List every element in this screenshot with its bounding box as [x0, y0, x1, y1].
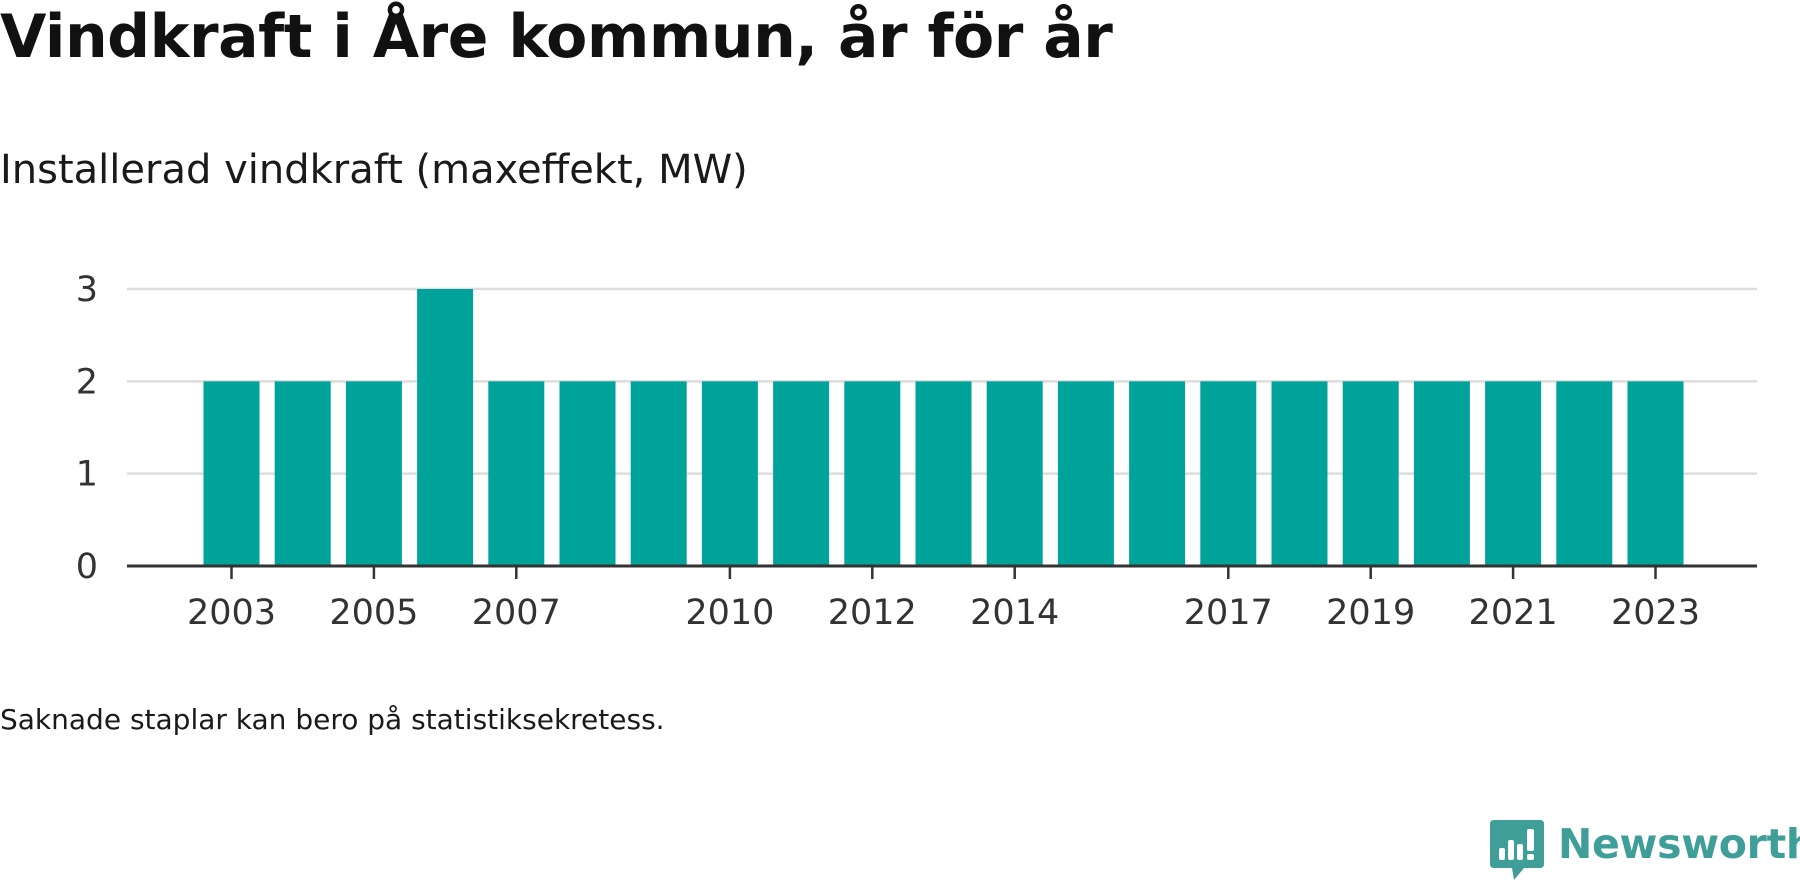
bar-2020: [1413, 381, 1470, 566]
x-tick-label: 2010: [685, 593, 774, 633]
brand-name: Newsworthy: [1558, 820, 1800, 868]
y-axis-ticks: 0 1 2 3: [76, 270, 98, 587]
chart-subtitle: Installerad vindkraft (maxeffekt, MW): [0, 147, 748, 193]
bar-2023: [1627, 381, 1684, 566]
bar-2016: [1129, 381, 1186, 566]
y-tick-label: 1: [76, 455, 98, 495]
x-tick-label: 2014: [970, 593, 1059, 633]
bar-chart: 0 1 2 3 2003 2005 2007 2010 2012 2014 2017 2019 202…: [76, 270, 1757, 633]
bar-2011: [773, 381, 830, 566]
bar-2009: [630, 381, 687, 566]
bar-2017: [1200, 381, 1257, 566]
y-tick-label: 0: [76, 547, 98, 587]
footnote: Saknade staplar kan bero på statistiksek…: [0, 703, 665, 736]
bar-2022: [1556, 381, 1613, 566]
bar-2005: [345, 381, 402, 566]
bar-2008: [559, 381, 616, 566]
bar-2021: [1485, 381, 1542, 566]
x-tick-label: 2003: [187, 593, 276, 633]
bar-2010: [701, 381, 758, 566]
bar-2003: [203, 381, 260, 566]
bar-2014: [986, 381, 1043, 566]
x-tick-label: 2017: [1184, 593, 1273, 633]
newsworthy-logo-icon: [1490, 820, 1544, 880]
y-tick-label: 3: [76, 270, 98, 310]
bar-2004: [274, 381, 331, 566]
x-tick-label: 2005: [329, 593, 418, 633]
x-tick-label: 2021: [1469, 593, 1558, 633]
chart-title: Vindkraft i Åre kommun, år för år: [0, 2, 1113, 72]
bar-2015: [1057, 381, 1114, 566]
x-axis-ticks: 2003 2005 2007 2010 2012 2014 2017 2019 2021 2023: [187, 566, 1700, 633]
bars: [203, 289, 1684, 566]
x-tick-label: 2023: [1611, 593, 1700, 633]
x-tick-label: 2012: [828, 593, 917, 633]
bar-2019: [1342, 381, 1399, 566]
bar-2018: [1271, 381, 1328, 566]
y-tick-label: 2: [76, 362, 98, 402]
bar-2012: [844, 381, 901, 566]
bar-2006: [417, 289, 474, 566]
bar-2013: [915, 381, 972, 566]
bar-2007: [488, 381, 545, 566]
x-tick-label: 2019: [1326, 593, 1415, 633]
x-tick-label: 2007: [472, 593, 561, 633]
